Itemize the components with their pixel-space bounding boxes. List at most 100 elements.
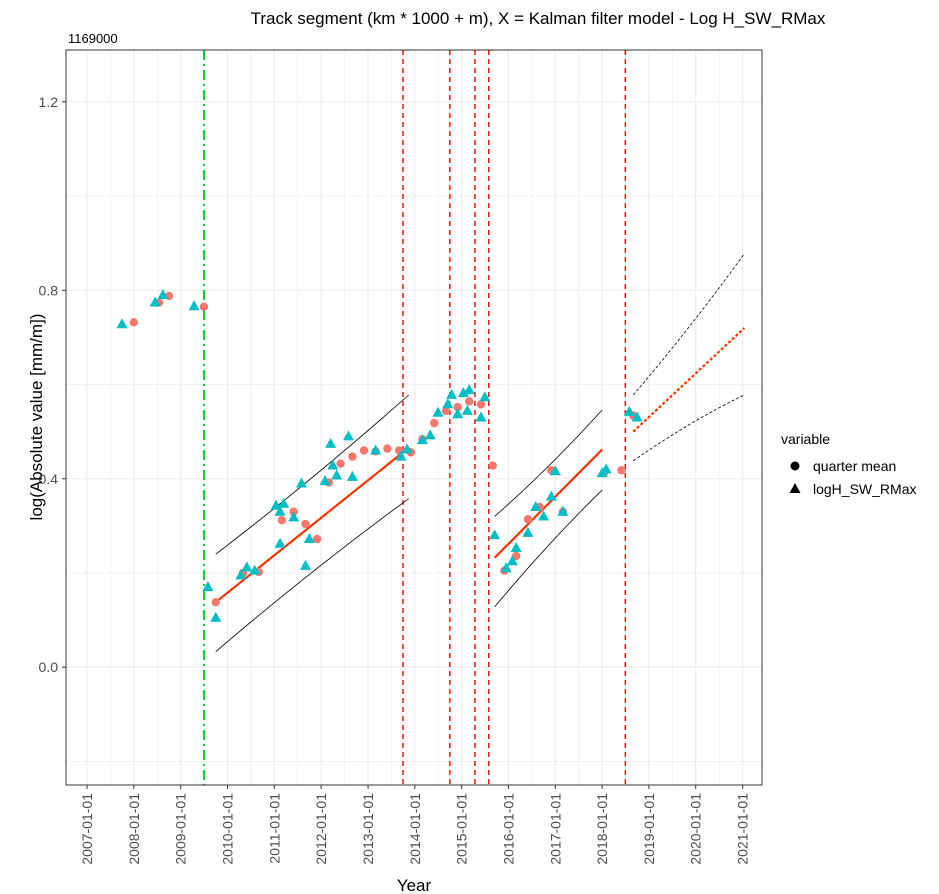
circle-point [453,402,462,412]
triangle-point [274,537,286,548]
x-tick-label: 2013-01-01 [360,793,376,865]
circle-point [441,406,451,416]
triangle-point [500,562,512,573]
minor-grid [66,50,762,785]
legend-title: variable [781,431,830,447]
triangle-point [522,526,534,537]
triangle-point [401,443,413,454]
triangle-point [545,490,557,501]
circle-point [429,418,439,428]
circle-point [511,551,521,561]
circle-point [312,534,322,544]
chart-title: Track segment (km * 1000 + m), X = Kalma… [251,9,826,28]
interval-lower-line [494,489,603,608]
x-tick-label: 2018-01-01 [594,793,610,865]
y-axis: 0.0 0.4 0.8 1.2 [39,94,66,675]
triangle-point [463,384,475,395]
triangle-point [188,300,200,311]
triangle-point [296,477,308,488]
x-tick-label: 2007-01-01 [79,793,95,865]
triangle-point [342,430,354,441]
data-points [116,289,643,622]
triangle-point [457,387,469,397]
triangle-point [299,559,311,570]
circle-point [211,597,220,607]
triangle-point [452,408,464,419]
triangle-point [274,505,286,516]
y-tick-label: 0.0 [39,659,59,675]
triangle-point [479,391,491,402]
triangle-point [442,398,454,409]
legend-label-quarter-mean: quarter mean [813,458,896,474]
triangle-point [461,404,473,415]
triangle-point [235,569,247,580]
circle-point [617,466,626,475]
reference-lines [202,50,627,785]
circle-point [336,459,345,468]
circle-point [464,397,474,406]
triangle-point [395,450,407,461]
x-tick-label: 2012-01-01 [313,793,329,865]
triangle-point [331,469,343,480]
triangle-point [510,542,522,553]
triangle-point [303,533,315,544]
triangle-point [530,501,542,512]
circle-point [523,515,533,524]
x-axis: 2007-01-01 2008-01-01 2009-01-01 2010-01-01… [79,785,751,865]
x-tick-label: 2008-01-01 [126,793,142,865]
circle-point [348,452,357,461]
y-tick-label: 1.2 [39,94,59,110]
x-tick-label: 2016-01-01 [500,793,516,865]
triangle-point [489,529,501,540]
x-tick-label: 2009-01-01 [173,793,189,865]
x-tick-label: 2010-01-01 [220,793,236,865]
triangle-point [149,296,161,307]
triangle-point [446,388,458,399]
legend-triangle-icon [789,483,801,493]
triangle-point [623,405,635,416]
x-tick-label: 2014-01-01 [407,793,423,865]
interval-lower-line [633,394,745,462]
triangle-point [538,510,550,521]
legend-circle-icon [790,461,800,471]
x-axis-title: Year [397,876,432,894]
fit-line [632,327,746,433]
circle-point [383,444,392,453]
circle-point [277,516,287,525]
triangle-point [631,411,643,422]
triangle-point [116,318,128,329]
triangle-point [278,497,290,508]
x-tick-label: 2017-01-01 [547,793,563,865]
circle-point [488,461,497,470]
triangle-point [506,555,518,566]
triangle-point [157,289,169,299]
triangle-point [424,429,436,440]
interval-bands [215,253,745,652]
fit-lines [215,327,746,604]
x-tick-label: 2020-01-01 [688,793,704,865]
triangle-point [549,465,561,476]
interval-upper-line [215,394,410,555]
triangle-point [288,511,300,522]
interval-upper-line [632,253,745,396]
y-tick-label: 0.8 [39,282,59,298]
fit-line [215,446,410,604]
legend: variable quarter mean logH_SW_RMax [781,431,916,497]
legend-label-logH-SW-RMax: logH_SW_RMax [813,481,916,497]
panel-border [65,49,763,786]
circle-point [199,302,209,311]
y-tick-label: 0.4 [39,471,59,487]
interval-lower-line [215,498,410,652]
x-tick-label: 2019-01-01 [641,793,657,865]
chart-subtitle: 1169000 [68,31,118,46]
circle-point [301,519,310,529]
interval-upper-line [494,409,603,517]
fit-line [493,448,603,559]
plot-panel [65,49,763,786]
circle-point [359,446,369,455]
circle-point [129,318,139,327]
triangle-point [325,437,337,448]
y-axis-title: log(Absolute value [mm/m]) [27,314,46,521]
triangle-point [432,406,444,417]
